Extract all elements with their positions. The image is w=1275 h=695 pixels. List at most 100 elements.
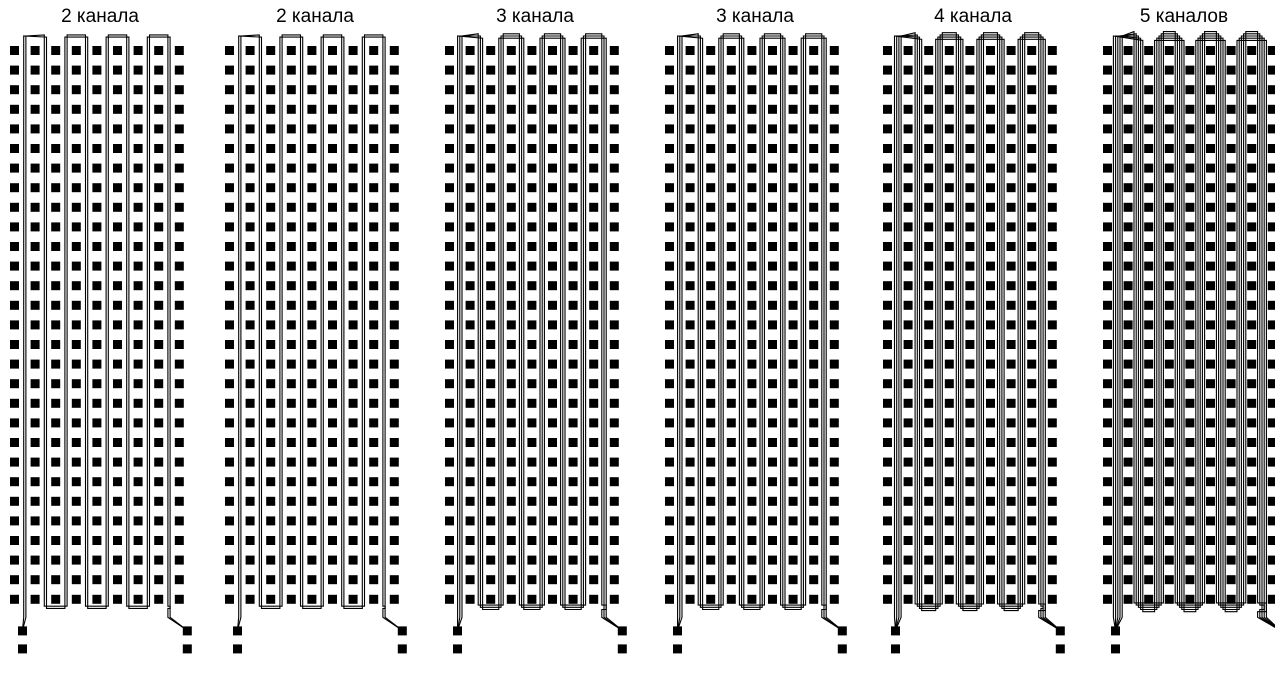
pad bbox=[1047, 104, 1057, 114]
pad bbox=[1006, 555, 1016, 565]
pad bbox=[1226, 183, 1236, 193]
pad bbox=[829, 320, 839, 330]
pad bbox=[245, 340, 255, 349]
pad bbox=[1226, 516, 1236, 526]
pad bbox=[113, 555, 122, 565]
pad bbox=[174, 340, 184, 349]
pad bbox=[883, 340, 892, 349]
pad bbox=[829, 340, 839, 349]
pad bbox=[245, 477, 255, 487]
pad bbox=[174, 418, 184, 428]
pad bbox=[71, 536, 81, 545]
pad bbox=[589, 261, 599, 271]
pad bbox=[829, 85, 839, 95]
pad bbox=[706, 202, 716, 212]
pad bbox=[1226, 496, 1236, 506]
pad bbox=[10, 202, 19, 212]
pad bbox=[944, 555, 954, 565]
pad bbox=[465, 438, 475, 447]
pad bbox=[389, 144, 399, 153]
pad bbox=[1164, 163, 1174, 173]
pad bbox=[1247, 104, 1257, 114]
pad bbox=[1206, 124, 1215, 134]
pad bbox=[883, 281, 892, 291]
pad bbox=[506, 496, 516, 506]
pad bbox=[986, 144, 995, 153]
pad bbox=[1103, 398, 1112, 408]
pad bbox=[506, 359, 516, 369]
pad bbox=[924, 222, 934, 232]
pad bbox=[30, 261, 40, 271]
pad bbox=[369, 85, 379, 95]
pad bbox=[944, 496, 954, 506]
pad bbox=[225, 320, 234, 330]
pad bbox=[1226, 281, 1236, 291]
pad bbox=[10, 457, 19, 467]
pad bbox=[71, 418, 81, 428]
pad bbox=[747, 496, 757, 506]
pad bbox=[706, 281, 716, 291]
pad bbox=[1047, 575, 1057, 585]
pad bbox=[174, 183, 184, 193]
pad bbox=[348, 183, 358, 193]
pad bbox=[1247, 379, 1257, 389]
pad bbox=[307, 594, 317, 604]
channel-trace bbox=[676, 35, 843, 631]
pad bbox=[266, 124, 276, 134]
pad bbox=[924, 202, 934, 212]
pad bbox=[286, 320, 296, 330]
pad bbox=[465, 281, 475, 291]
pad bbox=[506, 202, 516, 212]
pad bbox=[286, 281, 296, 291]
pad bbox=[1164, 379, 1174, 389]
pad bbox=[1206, 300, 1215, 310]
pad bbox=[768, 144, 777, 153]
pad bbox=[71, 261, 81, 271]
pad bbox=[245, 359, 255, 369]
pad bbox=[445, 359, 454, 369]
pad bbox=[1164, 477, 1174, 487]
pad bbox=[903, 46, 913, 55]
pad bbox=[1144, 340, 1154, 349]
pad bbox=[924, 575, 934, 585]
pad bbox=[589, 477, 599, 487]
pad bbox=[1144, 320, 1154, 330]
pad bbox=[568, 85, 578, 95]
pad bbox=[1006, 65, 1016, 75]
pad bbox=[883, 242, 892, 251]
pad bbox=[113, 261, 122, 271]
pad bbox=[225, 85, 234, 95]
pad bbox=[154, 242, 164, 251]
layout-panel-2-channels-b: 2 канала bbox=[215, 0, 415, 695]
pad bbox=[1006, 359, 1016, 369]
pad bbox=[113, 398, 122, 408]
pad bbox=[389, 438, 399, 447]
pad bbox=[1006, 438, 1016, 447]
pad bbox=[665, 555, 674, 565]
pad bbox=[445, 202, 454, 212]
pad bbox=[747, 594, 757, 604]
pad bbox=[486, 359, 496, 369]
pad bbox=[328, 379, 337, 389]
pad bbox=[465, 398, 475, 408]
pad bbox=[685, 477, 695, 487]
pad bbox=[348, 516, 358, 526]
pad bbox=[1047, 340, 1057, 349]
pad bbox=[10, 379, 19, 389]
pad bbox=[924, 418, 934, 428]
pad bbox=[113, 496, 122, 506]
pad bbox=[903, 438, 913, 447]
pad bbox=[1027, 124, 1037, 134]
pad bbox=[92, 281, 102, 291]
pad bbox=[286, 398, 296, 408]
pad bbox=[369, 496, 379, 506]
pad bbox=[788, 379, 798, 389]
pad bbox=[1267, 242, 1275, 251]
pad bbox=[30, 124, 40, 134]
pad bbox=[829, 124, 839, 134]
pad bbox=[113, 320, 122, 330]
pad bbox=[445, 457, 454, 467]
pad bbox=[768, 575, 777, 585]
pad bbox=[266, 438, 276, 447]
pad bbox=[527, 65, 537, 75]
